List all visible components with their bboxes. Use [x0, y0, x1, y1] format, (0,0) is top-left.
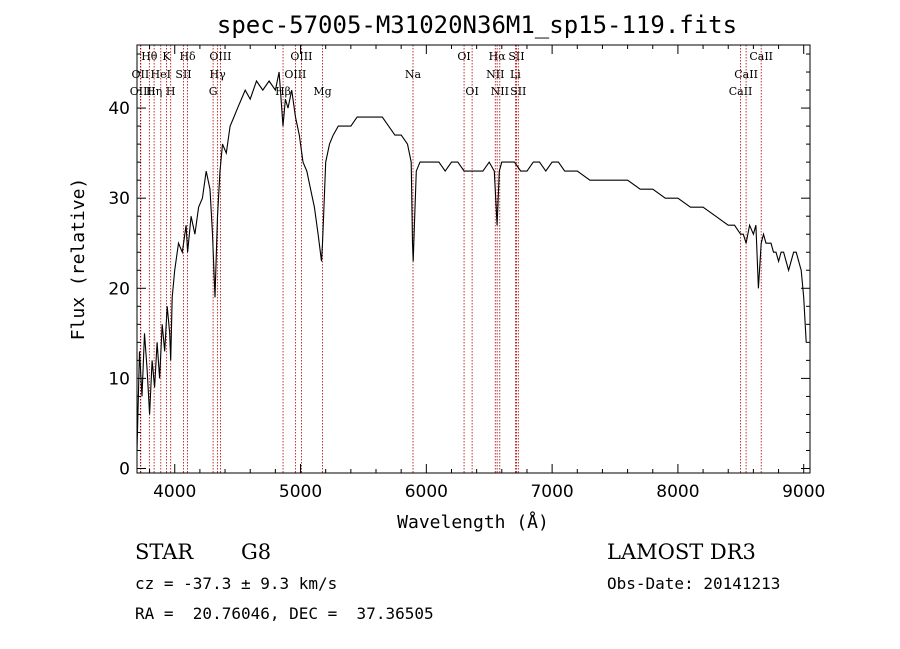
- line-label: Hθ: [141, 50, 158, 63]
- line-label: CaII: [729, 85, 753, 98]
- y-tick-label: 40: [108, 99, 130, 119]
- y-tick-label: 30: [108, 189, 130, 209]
- x-tick-label: 7000: [530, 482, 573, 502]
- redshift-cz: cz = -37.3 ± 9.3 km/s: [135, 574, 338, 593]
- line-label: NII: [486, 68, 504, 81]
- y-axis-label: Flux (relative): [68, 178, 89, 341]
- chart-title: spec-57005-M31020N36M1_sp15-119.fits: [217, 11, 737, 39]
- x-tick-label: 4000: [153, 482, 196, 502]
- line-label: OIII: [130, 85, 152, 98]
- plot-frame: [136, 44, 811, 474]
- x-axis-label: Wavelength (Å): [397, 511, 549, 533]
- y-tick-label: 10: [108, 369, 130, 389]
- line-label: K: [162, 50, 171, 63]
- line-label: OIII: [290, 50, 312, 63]
- line-label: OI: [457, 50, 470, 63]
- line-label: OIII: [209, 50, 231, 63]
- spectrum-line: [136, 71, 807, 451]
- object-class: STAR: [135, 540, 194, 564]
- x-tick-label: 6000: [405, 482, 448, 502]
- line-label: Mg: [313, 85, 331, 98]
- line-label: Hβ: [275, 85, 291, 98]
- line-label: Na: [405, 68, 422, 81]
- x-tick-label: 9000: [782, 482, 825, 502]
- y-tick-label: 20: [108, 279, 130, 299]
- line-label: HeI: [151, 68, 171, 81]
- line-label: OIII: [284, 68, 306, 81]
- line-label: SII: [175, 68, 191, 81]
- survey-name: LAMOST DR3: [607, 540, 756, 564]
- line-label: Hγ: [210, 68, 227, 81]
- line-label: Hδ: [179, 50, 196, 63]
- line-label: G: [209, 85, 218, 98]
- line-label: CaII: [749, 50, 773, 63]
- line-label: Hα: [489, 50, 507, 63]
- line-label: Hη: [146, 85, 162, 98]
- line-label: SII: [508, 50, 524, 63]
- line-label: NII: [491, 85, 509, 98]
- obs-date: Obs-Date: 20141213: [607, 574, 781, 593]
- object-subclass: G8: [241, 540, 272, 564]
- y-tick-label: 0: [119, 459, 130, 479]
- x-tick-label: 5000: [279, 482, 322, 502]
- line-label: OII: [132, 68, 150, 81]
- line-label: Li: [510, 68, 521, 81]
- line-label: OI: [465, 85, 478, 98]
- ra-dec: RA = 20.76046, DEC = 37.36505: [135, 604, 434, 623]
- spectral-line-markers: Hθ OII OIII K HeI Hη SII H Hδ OIII Hγ G OIII OIII Hβ Mg…: [130, 45, 773, 473]
- x-tick-label: 8000: [656, 482, 699, 502]
- line-label: CaII: [734, 68, 758, 81]
- spectrum-plot: [136, 71, 807, 451]
- line-label: H: [166, 85, 176, 98]
- axis-ticks: 4000 5000 6000 7000 8000 9000 0 10 20 30 40: [108, 45, 825, 502]
- line-label: SII: [510, 85, 526, 98]
